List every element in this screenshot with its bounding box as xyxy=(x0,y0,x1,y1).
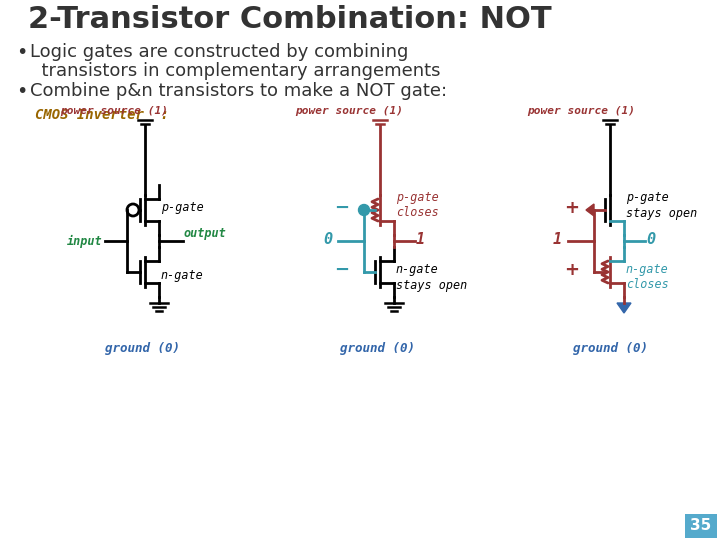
Text: ground (0): ground (0) xyxy=(105,342,180,355)
Text: output: output xyxy=(183,227,226,240)
Text: p-gate
closes: p-gate closes xyxy=(396,191,438,219)
Text: Logic gates are constructed by combining: Logic gates are constructed by combining xyxy=(30,43,408,61)
Text: +: + xyxy=(564,261,579,279)
Circle shape xyxy=(359,205,369,215)
Text: CMOS Inverter  :: CMOS Inverter : xyxy=(35,108,169,122)
Text: •: • xyxy=(16,43,27,62)
Text: −: − xyxy=(334,261,349,279)
Text: n-gate
stays open: n-gate stays open xyxy=(396,262,467,292)
Text: +: + xyxy=(564,199,579,217)
Text: 35: 35 xyxy=(690,518,711,534)
Polygon shape xyxy=(617,303,631,313)
Polygon shape xyxy=(586,204,594,216)
Text: n-gate
closes: n-gate closes xyxy=(626,262,669,292)
Text: 0: 0 xyxy=(646,233,655,247)
Text: •: • xyxy=(16,82,27,101)
Text: p-gate
stays open: p-gate stays open xyxy=(626,191,697,219)
FancyBboxPatch shape xyxy=(685,514,717,538)
Text: 0: 0 xyxy=(323,233,332,247)
Text: ground (0): ground (0) xyxy=(573,342,648,355)
Text: Combine p&n transistors to make a NOT gate:: Combine p&n transistors to make a NOT ga… xyxy=(30,82,447,100)
Text: 1: 1 xyxy=(416,233,425,247)
Text: power source (1): power source (1) xyxy=(60,106,168,116)
Text: 1: 1 xyxy=(553,233,562,247)
Text: n-gate: n-gate xyxy=(161,268,204,281)
Text: ground (0): ground (0) xyxy=(340,342,415,355)
Text: p-gate: p-gate xyxy=(161,200,204,213)
Text: transistors in complementary arrangements: transistors in complementary arrangement… xyxy=(30,62,441,80)
Text: input: input xyxy=(68,234,103,247)
Text: power source (1): power source (1) xyxy=(295,106,403,116)
Text: 2-Transistor Combination: NOT: 2-Transistor Combination: NOT xyxy=(28,5,552,34)
Text: −: − xyxy=(334,199,349,217)
Text: power source (1): power source (1) xyxy=(527,106,635,116)
